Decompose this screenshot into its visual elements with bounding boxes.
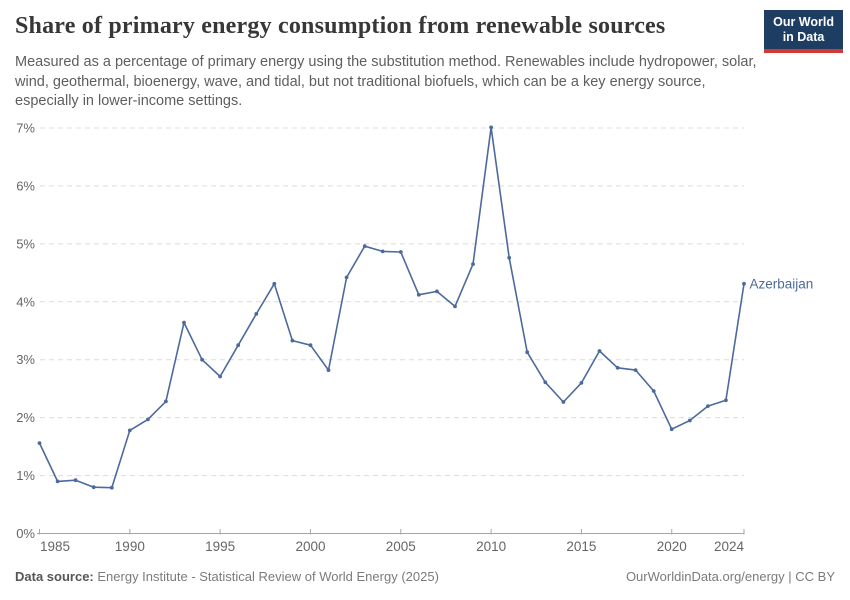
data-point <box>236 343 241 348</box>
y-tick-label: 6% <box>16 178 35 193</box>
data-point <box>182 320 186 325</box>
data-point <box>507 255 512 260</box>
data-source-label: Data source: <box>15 569 94 584</box>
data-point <box>218 374 223 379</box>
data-point <box>669 427 674 432</box>
x-tick-label: 2024 <box>714 539 745 554</box>
data-point <box>290 338 295 343</box>
data-point <box>471 262 475 266</box>
data-point <box>453 304 457 309</box>
owid-logo[interactable]: Our World in Data <box>764 10 843 53</box>
data-point <box>55 479 60 484</box>
data-point <box>435 289 439 294</box>
y-tick-label: 3% <box>16 352 35 367</box>
data-point <box>543 380 548 385</box>
data-point <box>597 349 602 353</box>
data-point <box>398 250 403 254</box>
entity-label: Azerbaijan <box>750 276 814 291</box>
data-point <box>127 428 132 433</box>
data-point <box>615 365 620 370</box>
footer-link[interactable]: OurWorldinData.org/energy | CC BY <box>625 569 835 584</box>
data-point <box>272 281 277 286</box>
chart-title: Share of primary energy consumption from… <box>15 13 666 39</box>
x-tick-label: 1985 <box>40 539 70 554</box>
x-tick-label: 2000 <box>295 539 325 554</box>
data-point <box>525 350 530 355</box>
chart-subtitle: Measured as a percentage of primary ener… <box>15 54 757 109</box>
chart-footer: Data source: Energy Institute - Statisti… <box>15 569 835 584</box>
data-point <box>687 418 692 423</box>
data-point <box>380 249 385 254</box>
data-point <box>706 404 710 408</box>
data-point <box>91 485 96 490</box>
data-point <box>561 400 566 404</box>
data-point <box>742 281 746 286</box>
y-tick-label: 1% <box>16 468 35 483</box>
x-tick-label: 2015 <box>566 539 596 554</box>
y-tick-label: 0% <box>16 526 35 541</box>
x-tick-label: 1995 <box>205 539 235 554</box>
data-point <box>724 398 728 403</box>
data-point <box>164 399 168 404</box>
data-point <box>579 381 584 385</box>
data-point <box>489 125 493 130</box>
data-source-text: Energy Institute - Statistical Review of… <box>97 569 439 584</box>
data-point <box>308 343 313 348</box>
x-tick-label: 2020 <box>657 539 687 554</box>
data-point <box>651 389 656 393</box>
data-point <box>109 485 114 490</box>
x-tick-label: 2010 <box>476 539 506 554</box>
data-point <box>37 441 42 445</box>
data-point <box>633 368 638 372</box>
data-point <box>254 312 259 316</box>
data-point <box>362 244 367 249</box>
y-tick-label: 4% <box>16 294 35 309</box>
owid-logo-line2: in Data <box>782 30 825 44</box>
x-tick-label: 1990 <box>115 539 145 554</box>
series-path <box>38 126 745 489</box>
data-point <box>416 292 421 297</box>
data-point <box>73 478 78 483</box>
data-point <box>146 417 150 422</box>
data-point <box>344 275 349 280</box>
data-point <box>200 357 205 362</box>
y-tick-label: 2% <box>16 410 35 425</box>
data-point <box>326 368 331 372</box>
y-tick-label: 7% <box>16 120 35 135</box>
data-source: Data source: Energy Institute - Statisti… <box>15 569 439 584</box>
owid-logo-line1: Our World <box>773 15 834 29</box>
x-tick-label: 2005 <box>386 539 416 554</box>
y-tick-label: 5% <box>16 236 35 251</box>
